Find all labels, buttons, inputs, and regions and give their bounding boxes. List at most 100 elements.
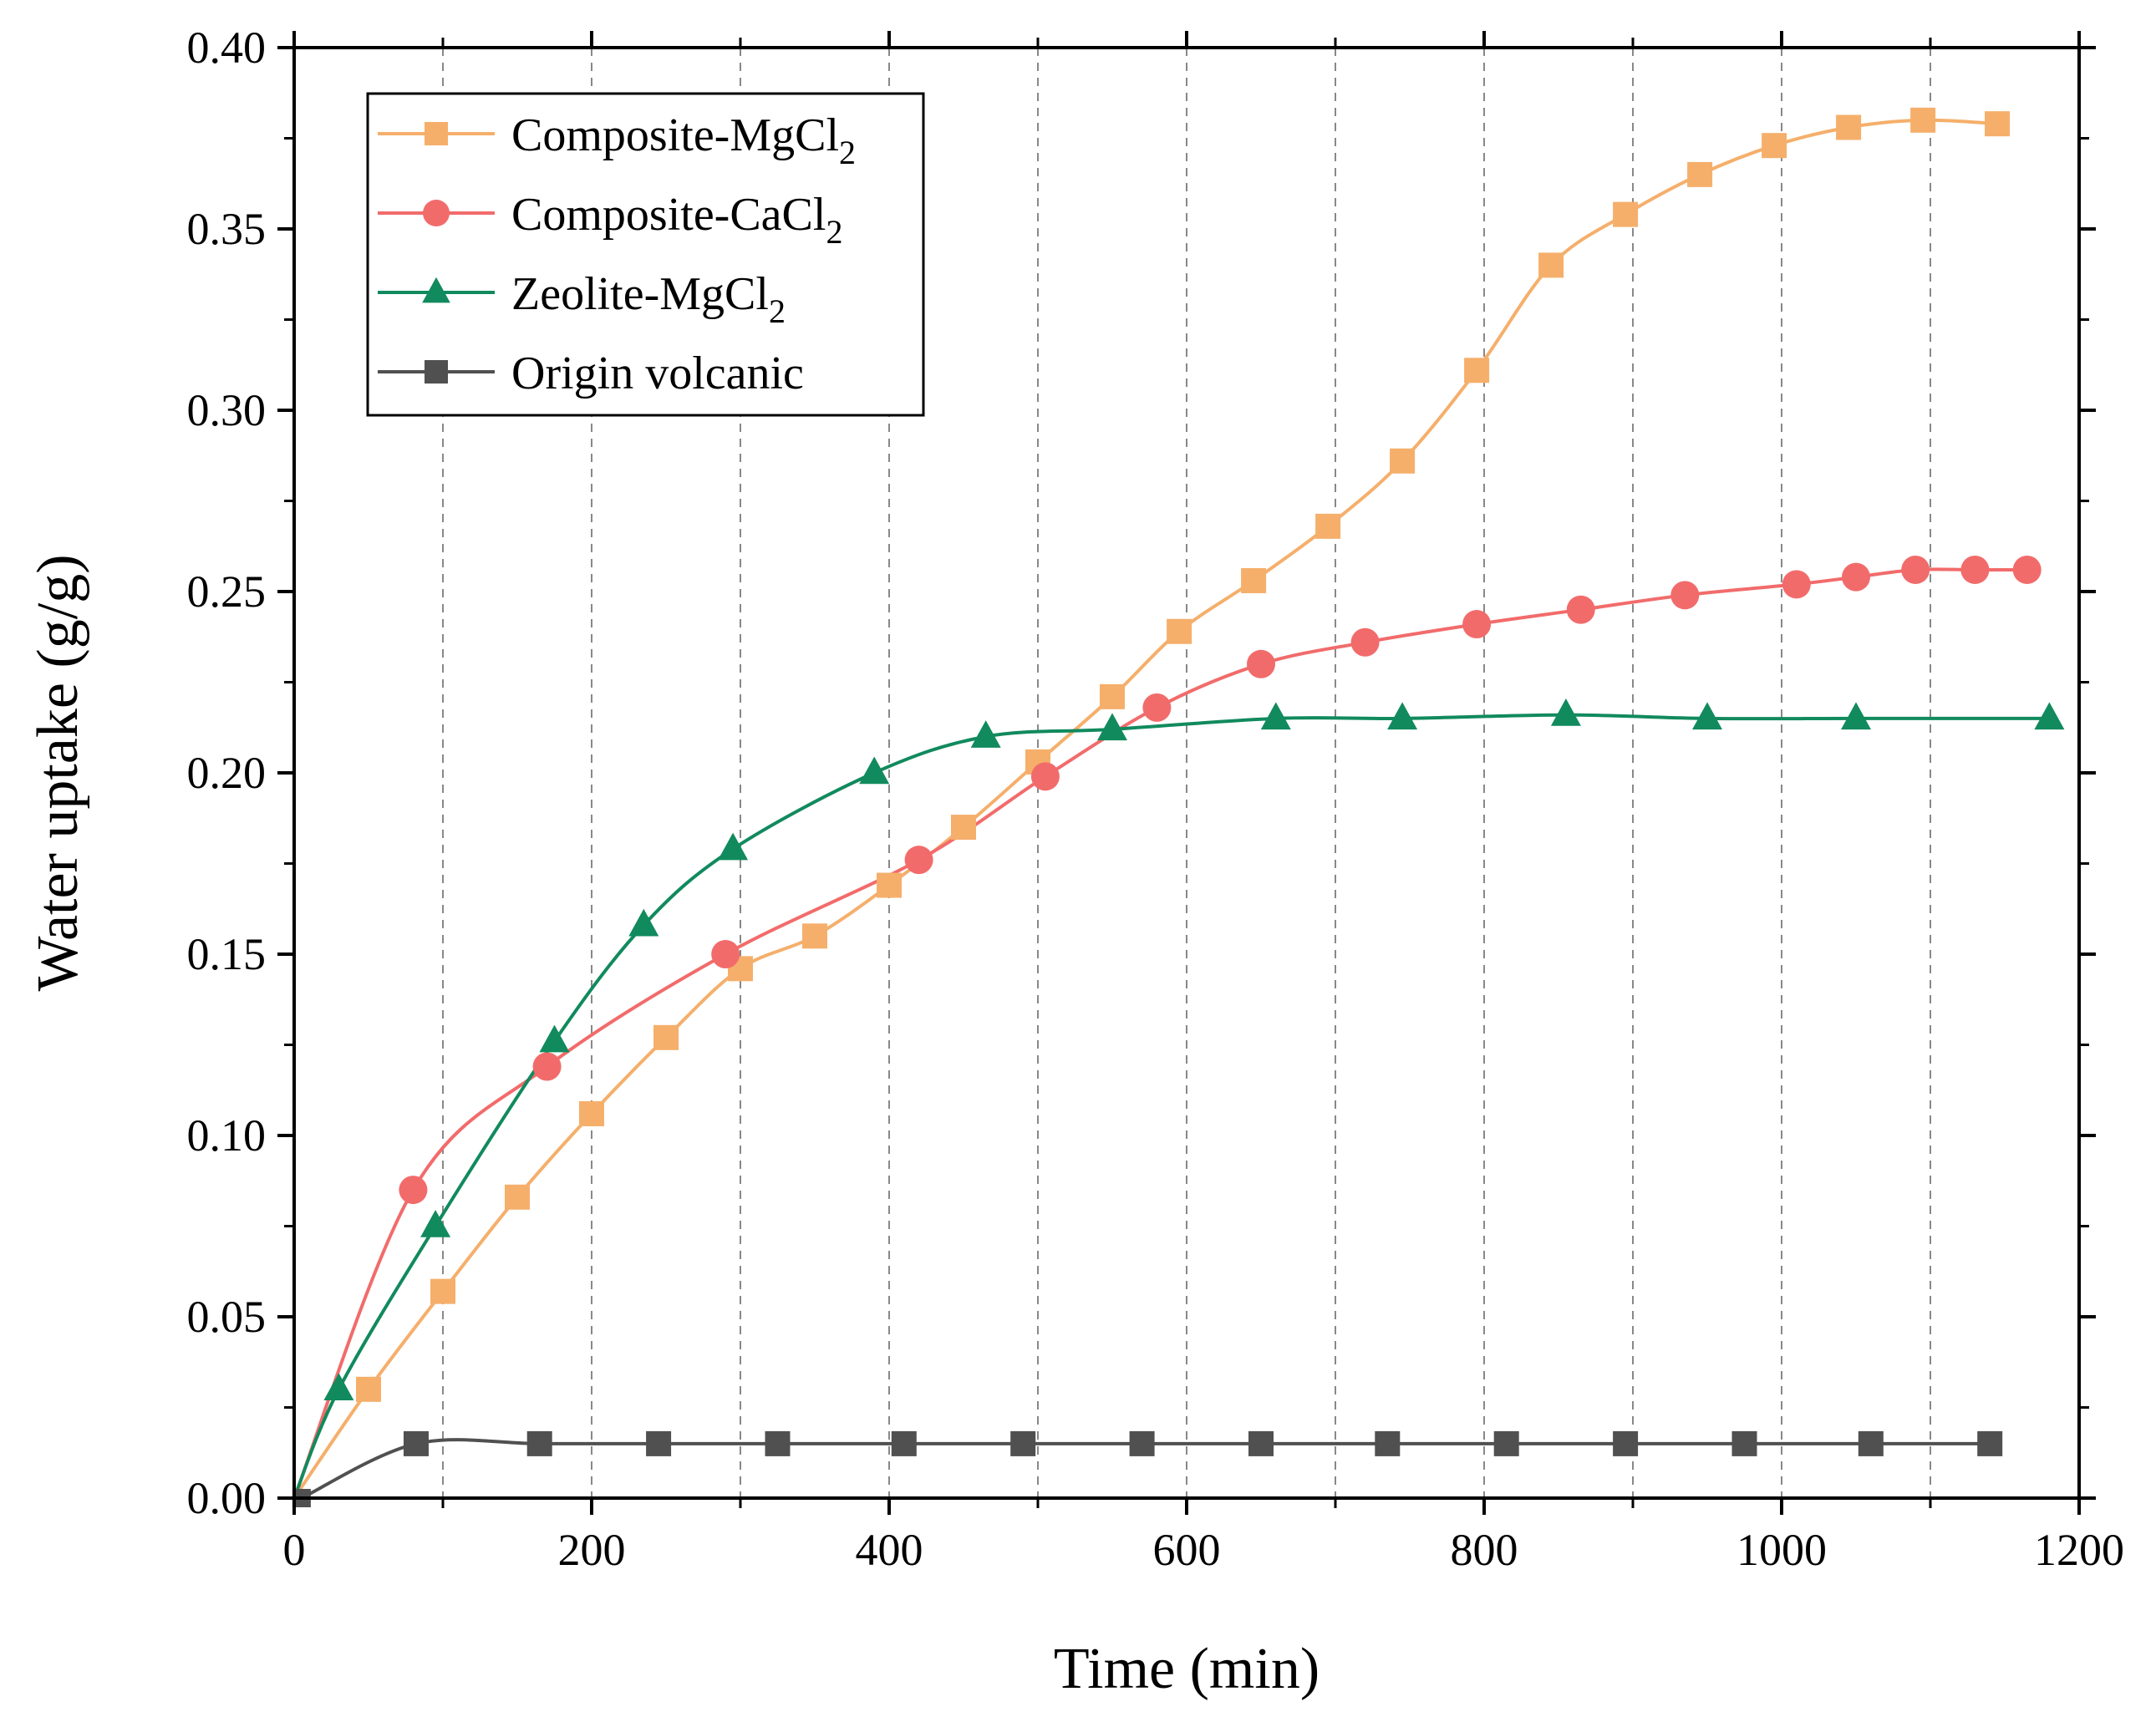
data-point-cacl2	[1247, 649, 1275, 678]
legend-label-main: Composite-MgCl	[511, 109, 839, 161]
data-point-mgcl2	[1167, 618, 1192, 644]
data-point-cacl2	[1030, 762, 1060, 791]
data-point-mgcl2	[1910, 107, 1936, 133]
data-point-origin	[1129, 1430, 1155, 1456]
legend-box	[366, 92, 925, 417]
data-point-mgcl2	[802, 923, 827, 949]
series-line-zeolite	[292, 713, 2050, 1499]
x-tick-label: 400	[856, 1525, 923, 1575]
data-point-mgcl2	[1315, 513, 1341, 539]
series-markers	[292, 107, 2065, 1507]
legend-marker-zeolite	[422, 277, 450, 303]
x-tick-label: 600	[1153, 1525, 1221, 1575]
data-point-cacl2	[1901, 555, 1930, 584]
x-axis-title: Time (min)	[1054, 1637, 1320, 1701]
data-point-origin	[403, 1430, 429, 1456]
x-tick-label: 0	[283, 1525, 306, 1575]
data-point-zeolite	[323, 1373, 354, 1401]
data-point-mgcl2	[1762, 133, 1787, 159]
data-point-zeolite	[420, 1209, 451, 1237]
data-point-origin	[646, 1430, 672, 1456]
data-point-mgcl2	[356, 1376, 381, 1402]
data-point-cacl2	[532, 1052, 562, 1081]
y-tick-label: 0.30	[187, 385, 267, 435]
data-point-cacl2	[904, 846, 933, 875]
data-point-origin	[1977, 1430, 2003, 1456]
data-point-origin	[1010, 1430, 1036, 1456]
x-tick-label: 800	[1451, 1525, 1518, 1575]
data-point-zeolite	[1841, 702, 1871, 730]
data-point-origin	[1613, 1430, 1639, 1456]
data-point-mgcl2	[653, 1024, 679, 1050]
legend-label-subscript: 2	[826, 213, 842, 251]
x-tick-label: 1200	[2034, 1525, 2124, 1575]
legend-label-cacl2: Composite-CaCl2	[511, 189, 842, 251]
legend-label-mgcl2: Composite-MgCl2	[511, 109, 856, 171]
legend-marker-mgcl2	[425, 122, 448, 145]
legend-label-main: Zeolite-MgCl	[511, 268, 769, 320]
legend-label-zeolite: Zeolite-MgCl2	[511, 268, 786, 330]
y-tick-label: 0.20	[187, 748, 267, 798]
data-point-origin	[526, 1430, 552, 1456]
axis-ticks	[277, 31, 2096, 1515]
data-point-mgcl2	[505, 1184, 530, 1210]
data-point-mgcl2	[579, 1100, 604, 1126]
data-point-mgcl2	[1985, 111, 2011, 137]
data-point-mgcl2	[1464, 358, 1490, 384]
legend-marker-origin	[425, 360, 448, 384]
data-point-origin	[1248, 1430, 1274, 1456]
data-point-zeolite	[1097, 713, 1127, 741]
data-point-cacl2	[2012, 555, 2042, 584]
data-point-origin	[1731, 1430, 1757, 1456]
data-point-mgcl2	[1613, 201, 1639, 227]
legend: Composite-MgCl2Composite-CaCl2Zeolite-Mg…	[366, 92, 925, 417]
data-point-mgcl2	[430, 1278, 455, 1304]
y-tick-label: 0.05	[187, 1292, 267, 1342]
data-point-mgcl2	[1687, 161, 1713, 187]
legend-label-origin: Origin volcanic	[511, 348, 804, 399]
data-point-zeolite	[539, 1024, 570, 1053]
data-point-cacl2	[399, 1176, 428, 1205]
data-point-mgcl2	[877, 872, 902, 898]
data-point-zeolite	[1550, 698, 1581, 726]
x-tick-label: 1000	[1736, 1525, 1827, 1575]
data-point-cacl2	[1842, 562, 1870, 592]
data-point-zeolite	[859, 756, 890, 785]
data-point-zeolite	[628, 908, 659, 937]
legend-label-main: Origin volcanic	[511, 348, 804, 399]
y-tick-label: 0.15	[187, 929, 267, 979]
legend-marker-cacl2	[423, 200, 450, 226]
data-point-cacl2	[711, 940, 740, 968]
legend-label-subscript: 2	[839, 134, 856, 171]
data-point-zeolite	[970, 720, 1001, 748]
data-point-cacl2	[1670, 581, 1700, 610]
data-point-mgcl2	[1241, 567, 1267, 593]
y-tick-label: 0.25	[187, 566, 267, 617]
y-tick-label: 0.00	[187, 1473, 267, 1523]
data-point-cacl2	[1566, 595, 1595, 624]
data-point-mgcl2	[1836, 114, 1862, 140]
data-point-origin	[1493, 1430, 1519, 1456]
legend-label-subscript: 2	[769, 292, 786, 330]
y-tick-label: 0.40	[187, 23, 267, 73]
data-point-origin	[891, 1430, 917, 1456]
data-point-mgcl2	[1100, 683, 1125, 709]
data-point-origin	[765, 1430, 791, 1456]
data-point-origin	[1858, 1430, 1884, 1456]
data-point-cacl2	[1462, 610, 1492, 639]
y-tick-label: 0.35	[187, 204, 267, 254]
y-tick-label: 0.10	[187, 1110, 267, 1161]
data-point-cacl2	[1782, 570, 1811, 599]
data-point-zeolite	[1387, 702, 1418, 730]
data-point-mgcl2	[951, 815, 976, 841]
data-point-zeolite	[2034, 702, 2065, 730]
axis-tick-labels: 0 200 400 600 800 1000 1200 0.00 0.05 0.10 0.15 0.2…	[187, 23, 2125, 1575]
data-point-cacl2	[1960, 555, 1990, 584]
data-point-cacl2	[1142, 693, 1172, 722]
data-point-mgcl2	[1390, 448, 1416, 474]
y-axis-title: Water uptake (g/g)	[26, 554, 90, 991]
data-point-cacl2	[1350, 627, 1380, 657]
x-tick-label: 200	[558, 1525, 626, 1575]
data-point-zeolite	[1260, 702, 1291, 730]
